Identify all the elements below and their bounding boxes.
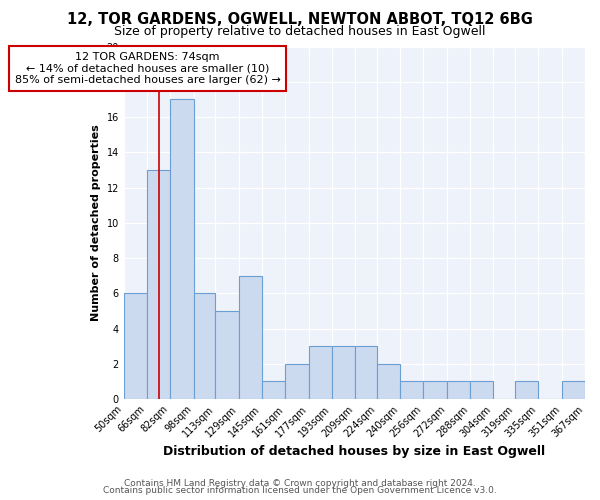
Bar xyxy=(262,382,285,399)
Text: Contains HM Land Registry data © Crown copyright and database right 2024.: Contains HM Land Registry data © Crown c… xyxy=(124,478,476,488)
Y-axis label: Number of detached properties: Number of detached properties xyxy=(91,124,101,321)
Bar xyxy=(424,382,447,399)
Bar xyxy=(515,382,538,399)
Text: Contains public sector information licensed under the Open Government Licence v3: Contains public sector information licen… xyxy=(103,486,497,495)
Bar xyxy=(194,294,215,399)
Text: 12 TOR GARDENS: 74sqm
← 14% of detached houses are smaller (10)
85% of semi-deta: 12 TOR GARDENS: 74sqm ← 14% of detached … xyxy=(15,52,281,85)
Bar xyxy=(377,364,400,399)
Bar xyxy=(285,364,308,399)
Text: Size of property relative to detached houses in East Ogwell: Size of property relative to detached ho… xyxy=(114,25,486,38)
Bar xyxy=(332,346,355,399)
Bar xyxy=(447,382,470,399)
Bar xyxy=(215,311,239,399)
Bar xyxy=(124,294,147,399)
Bar xyxy=(239,276,262,399)
Bar xyxy=(147,170,170,399)
X-axis label: Distribution of detached houses by size in East Ogwell: Distribution of detached houses by size … xyxy=(163,444,545,458)
Bar xyxy=(355,346,377,399)
Bar xyxy=(400,382,424,399)
Bar xyxy=(562,382,585,399)
Bar xyxy=(170,100,194,399)
Bar xyxy=(308,346,332,399)
Bar xyxy=(470,382,493,399)
Text: 12, TOR GARDENS, OGWELL, NEWTON ABBOT, TQ12 6BG: 12, TOR GARDENS, OGWELL, NEWTON ABBOT, T… xyxy=(67,12,533,28)
